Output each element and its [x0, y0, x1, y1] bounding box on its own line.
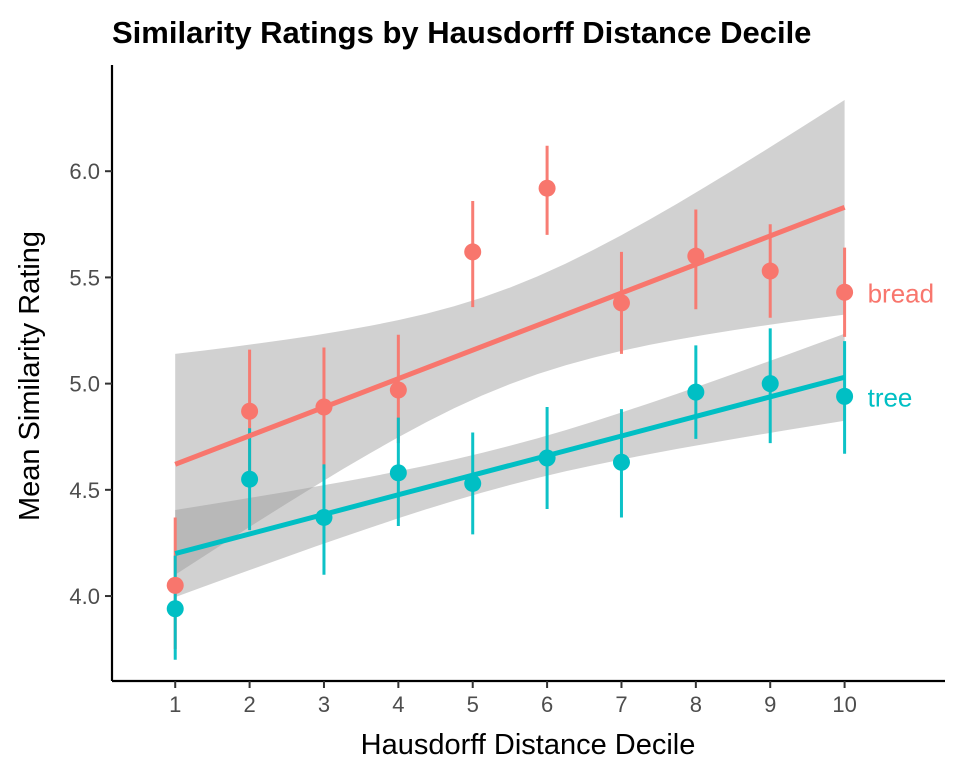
x-tick-label: 7	[615, 692, 627, 717]
fit-line-tree	[174, 374, 846, 556]
series-label-tree: tree	[868, 382, 913, 412]
x-tick-label: 4	[392, 692, 404, 717]
data-point-tree	[241, 470, 259, 488]
x-tick-label: 6	[541, 692, 553, 717]
y-tick-label: 5.5	[69, 265, 100, 290]
data-point-tree	[315, 508, 333, 526]
x-tick-label: 9	[764, 692, 776, 717]
data-point-bread	[241, 402, 259, 420]
data-point-tree	[612, 453, 630, 471]
x-tick-label: 5	[467, 692, 479, 717]
x-tick-label: 3	[318, 692, 330, 717]
x-axis-title: Hausdorff Distance Decile	[361, 729, 696, 761]
y-tick-label: 6.0	[69, 159, 100, 184]
axes	[110, 65, 945, 683]
data-point-tree	[538, 449, 556, 467]
y-tick-label: 5.0	[69, 372, 100, 397]
chart-title: Similarity Ratings by Hausdorff Distance…	[112, 15, 811, 50]
data-point-tree	[389, 464, 407, 482]
x-tick-label: 1	[169, 692, 181, 717]
data-point-bread	[836, 283, 854, 301]
tick-labels: 1 2 3 4 5 6 7 8 9 10 4.0 4.5 5.0 5.5 6.0	[69, 159, 856, 717]
data-point-bread	[315, 398, 333, 416]
data-point-tree	[761, 375, 779, 393]
data-point-tree	[464, 474, 482, 492]
data-point-tree	[687, 383, 705, 401]
x-tick-label: 8	[690, 692, 702, 717]
data-point-bread	[687, 247, 705, 265]
y-tick-label: 4.0	[69, 584, 100, 609]
data-point-bread	[761, 262, 779, 280]
x-tick-label: 2	[243, 692, 255, 717]
data-point-tree	[836, 387, 854, 405]
data-point-bread	[464, 243, 482, 261]
y-tick-label: 4.5	[69, 478, 100, 503]
data-point-tree	[166, 600, 184, 618]
series-label-bread: bread	[868, 278, 935, 308]
data-point-bread	[538, 179, 556, 197]
series-labels: bread tree	[868, 278, 935, 412]
confidence-bands	[175, 100, 845, 598]
data-points	[166, 179, 854, 618]
fit-line-bread	[174, 204, 846, 467]
data-point-bread	[166, 576, 184, 594]
fit-lines	[174, 204, 846, 556]
y-axis-title: Mean Similarity Rating	[14, 231, 46, 521]
data-point-bread	[612, 294, 630, 312]
data-point-bread	[389, 381, 407, 399]
x-tick-label: 10	[832, 692, 856, 717]
